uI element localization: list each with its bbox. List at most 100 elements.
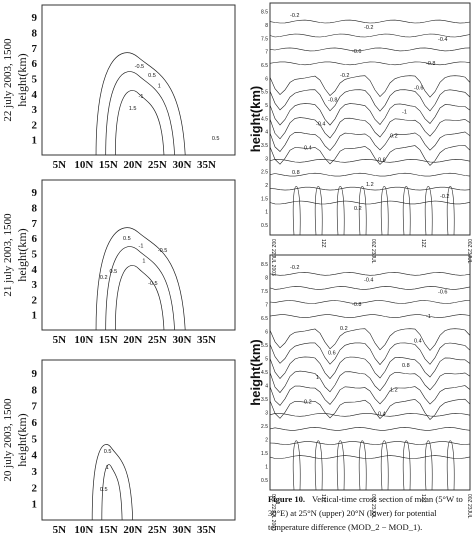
y-axis-label: height(km) [248,339,263,405]
x-tick-label: 30N [172,334,191,346]
x-tick-label: 25N [148,334,167,346]
contour-label: 0.4 [304,146,312,152]
contour-label: 1 [316,375,319,381]
contour-label: -0.2 [440,194,449,200]
caption-line: temperature difference (MOD_2 − MOD_1). [268,522,422,532]
y-axis-label: height(km) [248,86,263,152]
contour-line [292,440,301,491]
contour-line [358,185,367,236]
contour-line [314,440,323,491]
y-tick-label: 5 [265,356,268,362]
contour-label: 1 [158,84,161,90]
contour-line [269,300,471,304]
contour-line [269,117,471,140]
y-tick-label: 6 [265,76,268,82]
contour-line [269,385,471,406]
y-tick-label: 2 [265,437,268,443]
contour-line [105,71,175,156]
contour-line [336,440,345,491]
contour-label: 0.5 [110,269,118,275]
y-tick-label: 1 [32,310,38,322]
x-tick-label: 35N [197,334,216,346]
y-tick-label: 9 [32,368,38,380]
x-tick-label: 20N [123,524,142,535]
contour-line [269,427,471,431]
x-tick-label: 00Z 22JUL 2003 [270,494,276,531]
contour-line [114,90,165,156]
contour-label: 1.5 [129,106,137,112]
caption-label: Figure 10. [268,494,305,504]
y-tick-label: 0.5 [261,223,268,229]
contour-label: -0.4 [364,277,373,283]
contour-line [269,103,471,126]
y-tick-label: 8 [32,203,38,215]
contour-label: -0.2 [364,25,373,31]
y-tick-label: 7 [32,401,38,413]
contour-line [269,158,471,163]
x-tick-label: 12Z [320,239,326,248]
y-tick-label: 3.5 [261,397,268,403]
contour-label: -0.4 [438,37,447,43]
contour-line [446,440,455,491]
contour-label: 0.2 [354,206,362,212]
caption-line: 30°E) at 25°N (upper) 20°N (lower) for p… [268,508,437,518]
contour-label: -0.5 [135,64,144,70]
contour-label: -0.5 [158,248,167,254]
contour-label: -1 [139,244,144,250]
contour-line [269,172,471,177]
x-tick-label: 12Z [420,239,426,248]
y-tick-label: 6.5 [261,63,268,69]
contour-line [269,75,471,98]
x-tick-label: 12Z [320,494,326,503]
contour-label: 0.2 [304,400,312,406]
date-label: 20 july 2003, 1500 [2,398,14,482]
contour-label: 0.8 [402,363,410,369]
contour-label: 0.2 [340,326,348,332]
date-label: 22 july 2003, 1500 [2,38,14,122]
y-tick-label: 1.5 [261,451,268,457]
contour-line [269,271,471,276]
contour-line [292,185,301,236]
date-label: 21 july 2003, 1500 [2,213,14,297]
y-tick-label: 6 [32,233,38,245]
contour-line [101,464,123,521]
contour-line [269,145,471,166]
y-tick-label: 2 [32,119,38,131]
x-tick-label: 30N [172,524,191,535]
panel-frame [41,179,236,331]
contour-line [269,441,471,445]
y-tick-label: 1 [32,499,38,511]
x-tick-label: 5N [53,524,67,535]
contour-line [269,200,471,205]
contour-line [446,185,455,236]
y-tick-label: 1.5 [261,196,268,202]
x-tick-label: 15N [99,159,118,171]
y-tick-label: 8 [265,275,268,281]
y-tick-label: 9 [32,12,38,24]
contour-line [269,33,471,38]
y-tick-label: 6 [32,417,38,429]
contour-line [424,185,433,236]
contour-line [269,61,471,66]
x-tick-label: 00Z 23JUL [466,494,472,519]
y-tick-label: 4 [265,383,268,389]
contour-label: -1 [139,94,144,100]
contour-label: 1 [106,465,109,471]
y-tick-label: 8 [32,28,38,40]
y-tick-label: 6 [32,58,38,70]
x-tick-label: 5N [53,334,67,346]
contour-label: 0.5 [148,73,156,79]
y-tick-label: 2 [32,482,38,494]
contour-line [269,89,471,112]
x-tick-label: 35N [197,524,216,535]
y-tick-label: 0.5 [261,478,268,484]
contour-label: -1 [426,314,431,320]
x-tick-label: 30N [172,159,191,171]
y-tick-label: 9 [32,187,38,199]
contour-label: 0.8 [292,170,300,176]
contour-line [269,342,471,366]
y-tick-label: 2 [32,294,38,306]
y-tick-label: 4.5 [261,116,268,122]
y-tick-label: 1 [265,210,268,216]
x-tick-label: 25N [148,159,167,171]
